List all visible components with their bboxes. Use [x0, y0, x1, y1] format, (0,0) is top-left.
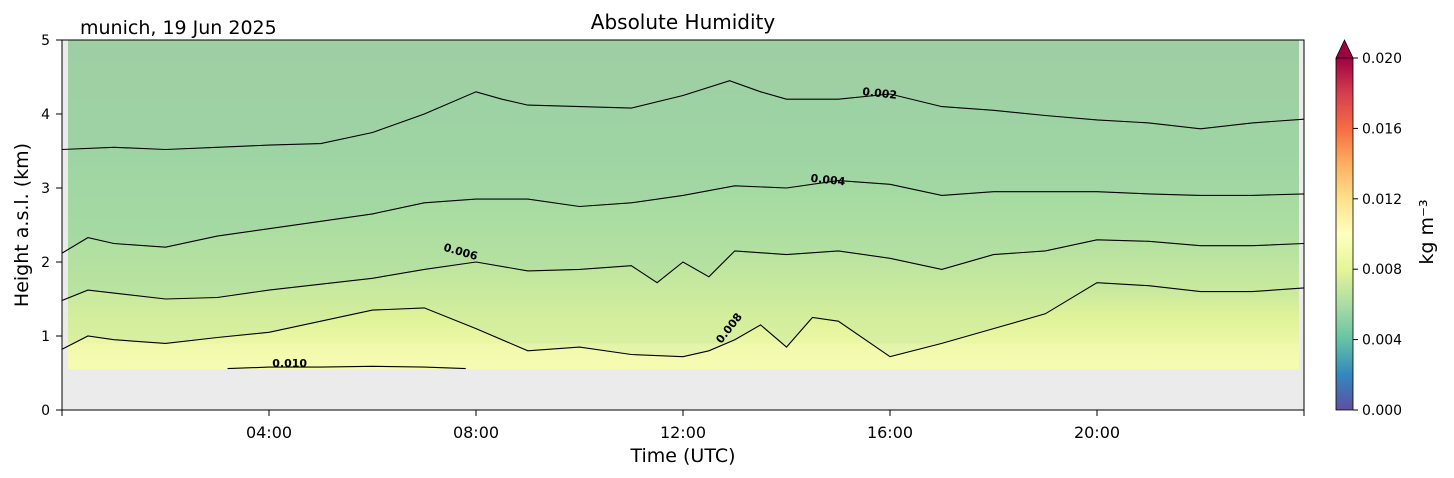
colorbar-tick-label: 0.020 [1362, 51, 1402, 67]
colorbar-tick-label: 0.008 [1362, 262, 1402, 278]
colorbar-tick-label: 0.004 [1362, 333, 1402, 349]
contour-line [62, 239, 1304, 302]
x-tick-label: 12:00 [660, 423, 706, 442]
contour-line [62, 282, 1304, 358]
y-tick-label: 2 [41, 255, 50, 271]
x-axis: 04:00 08:00 12:00 16:00 20:00 [61, 410, 1305, 442]
y-axis: 0 1 2 3 4 5 [41, 33, 62, 419]
contour-line [227, 365, 466, 370]
chart-subtitle: munich, 19 Jun 2025 [80, 17, 277, 39]
contour-line [62, 80, 1304, 151]
colorbar: 0.000 0.004 0.008 0.012 0.016 0.020 [1335, 39, 1402, 419]
no-data-strip-left [62, 40, 68, 370]
contour-line [62, 180, 1304, 254]
contour-label: 0.010 [272, 357, 307, 370]
x-axis-title: Time (UTC) [629, 445, 735, 467]
chart-title: Absolute Humidity [591, 10, 776, 34]
y-tick-label: 3 [41, 181, 50, 197]
x-tick-label: 08:00 [453, 423, 499, 442]
colorbar-scale [1336, 58, 1353, 410]
x-tick-label: 04:00 [246, 423, 292, 442]
colorbar-frame [1335, 58, 1354, 411]
humidity-bands [62, 40, 1304, 370]
no-data-region [62, 369, 1304, 410]
x-tick-label: 16:00 [867, 423, 913, 442]
y-tick-label: 1 [41, 329, 50, 345]
x-tick-label: 20:00 [1074, 423, 1120, 442]
y-tick-label: 4 [41, 107, 50, 123]
contour-lines [62, 80, 1304, 370]
no-data-strip-right [1299, 40, 1304, 370]
y-tick-label: 5 [41, 33, 50, 49]
y-axis-title: Height a.s.l. (km) [11, 143, 33, 307]
colorbar-label: kg m⁻³ [1416, 199, 1438, 264]
colorbar-tick-label: 0.012 [1362, 192, 1402, 208]
colorbar-tick-label: 0.000 [1362, 403, 1402, 419]
humidity-band [62, 40, 1304, 357]
y-tick-label: 0 [41, 403, 50, 419]
colorbar-tick-label: 0.016 [1362, 121, 1402, 137]
contour-label: 0.004 [810, 172, 846, 189]
contour-label: 0.002 [862, 85, 898, 102]
colorbar-extend-arrow [1335, 39, 1354, 59]
